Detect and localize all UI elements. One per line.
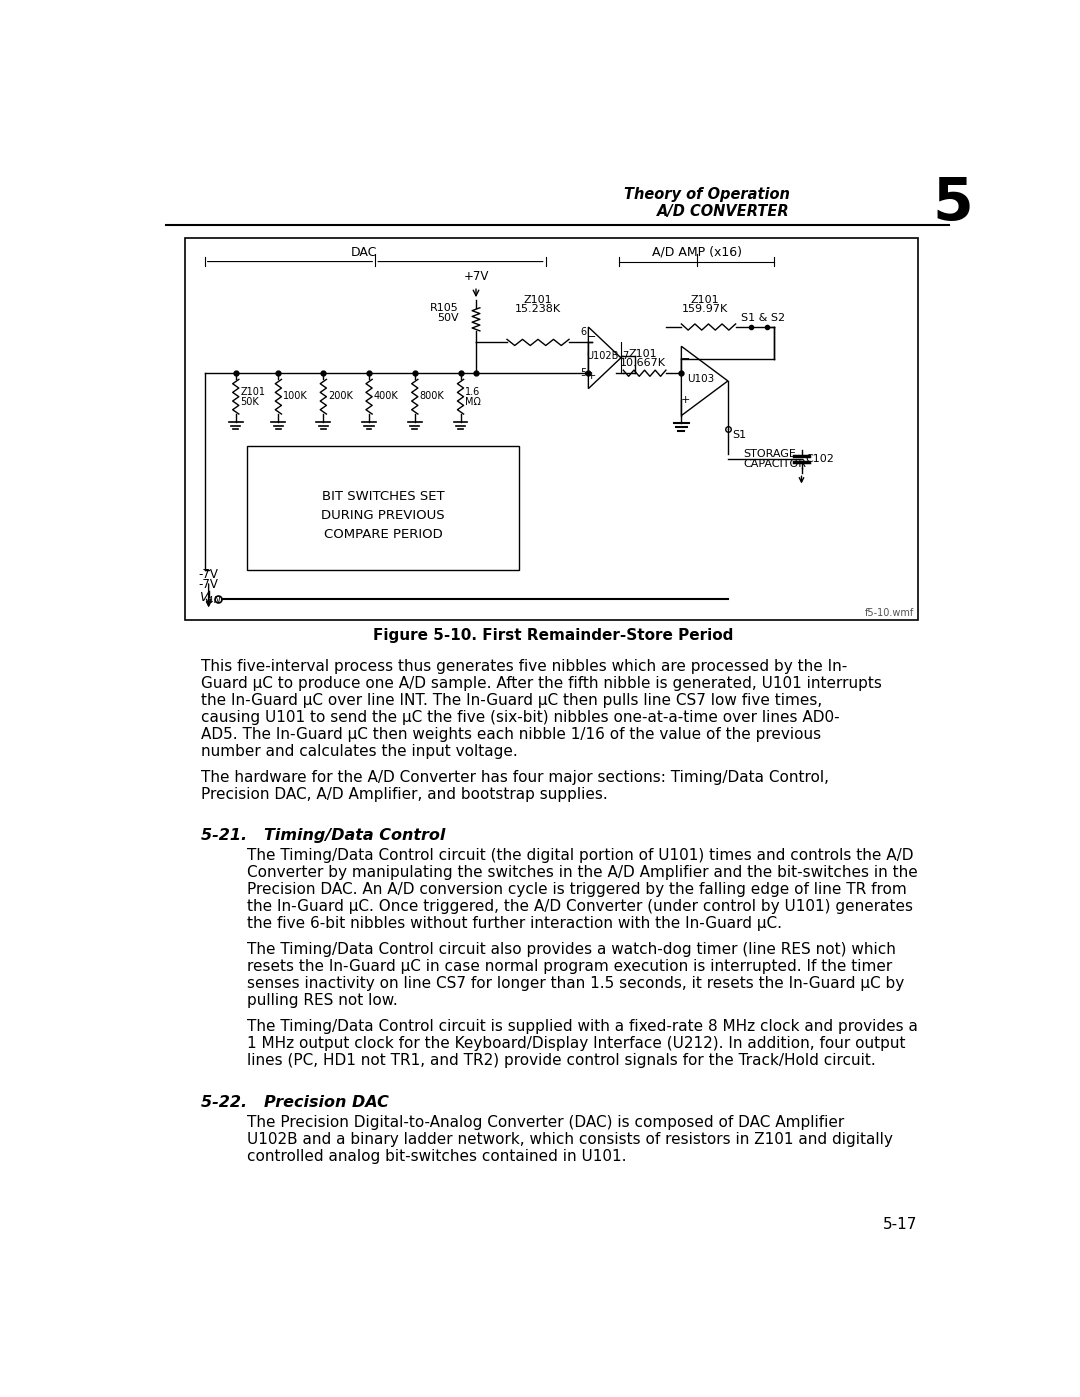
Text: Precision DAC. An A/D conversion cycle is triggered by the falling edge of line : Precision DAC. An A/D conversion cycle i… — [247, 882, 907, 897]
Text: controlled analog bit-switches contained in U101.: controlled analog bit-switches contained… — [247, 1148, 626, 1164]
Text: U102B and a binary ladder network, which consists of resistors in Z101 and digit: U102B and a binary ladder network, which… — [247, 1132, 893, 1147]
Text: The hardware for the A/D Converter has four major sections: Timing/Data Control,: The hardware for the A/D Converter has f… — [201, 770, 828, 785]
Text: pulling RES not low.: pulling RES not low. — [247, 993, 399, 1009]
Text: U103: U103 — [687, 374, 714, 384]
Text: 1 MHz output clock for the Keyboard/Display Interface (U212). In addition, four : 1 MHz output clock for the Keyboard/Disp… — [247, 1037, 906, 1051]
Text: 400K: 400K — [374, 391, 399, 401]
Text: AD5. The In-Guard μC then weights each nibble 1/16 of the value of the previous: AD5. The In-Guard μC then weights each n… — [201, 726, 821, 742]
Text: Figure 5-10. First Remainder-Store Period: Figure 5-10. First Remainder-Store Perio… — [374, 629, 733, 643]
Text: The Precision Digital-to-Analog Converter (DAC) is composed of DAC Amplifier: The Precision Digital-to-Analog Converte… — [247, 1115, 845, 1130]
Text: U102B: U102B — [586, 351, 619, 362]
Text: $V_{4N}$: $V_{4N}$ — [200, 591, 221, 606]
Text: BIT SWITCHES SET: BIT SWITCHES SET — [322, 490, 444, 503]
Text: 6: 6 — [580, 327, 586, 338]
Text: Z101: Z101 — [629, 349, 657, 359]
Text: The Timing/Data Control circuit is supplied with a fixed-rate 8 MHz clock and pr: The Timing/Data Control circuit is suppl… — [247, 1020, 918, 1034]
Text: 100K: 100K — [283, 391, 308, 401]
Text: DURING PREVIOUS: DURING PREVIOUS — [321, 509, 445, 522]
Text: number and calculates the input voltage.: number and calculates the input voltage. — [201, 743, 517, 759]
Text: MΩ: MΩ — [465, 397, 481, 407]
Text: Precision DAC, A/D Amplifier, and bootstrap supplies.: Precision DAC, A/D Amplifier, and bootst… — [201, 787, 608, 802]
Text: 5-21.   Timing/Data Control: 5-21. Timing/Data Control — [201, 828, 445, 844]
Text: 200K: 200K — [328, 391, 353, 401]
Text: lines (PC, HD1 not TR1, and TR2) provide control signals for the Track/Hold circ: lines (PC, HD1 not TR1, and TR2) provide… — [247, 1053, 876, 1069]
Text: +: + — [680, 395, 690, 405]
Text: COMPARE PERIOD: COMPARE PERIOD — [324, 528, 443, 542]
Text: A/D CONVERTER: A/D CONVERTER — [658, 204, 789, 219]
Text: Guard μC to produce one A/D sample. After the fifth nibble is generated, U101 in: Guard μC to produce one A/D sample. Afte… — [201, 676, 881, 692]
Text: Z101: Z101 — [241, 387, 266, 398]
Text: 50V: 50V — [437, 313, 459, 323]
Text: Z101: Z101 — [690, 295, 719, 305]
Text: CAPACITOR: CAPACITOR — [743, 460, 807, 469]
Text: −: − — [680, 355, 690, 365]
Text: f5-10.wmf: f5-10.wmf — [865, 608, 914, 617]
Text: -7V: -7V — [199, 569, 218, 581]
Text: 7: 7 — [622, 351, 629, 362]
Text: S1: S1 — [732, 430, 746, 440]
Text: The Timing/Data Control circuit also provides a watch-dog timer (line RES not) w: The Timing/Data Control circuit also pro… — [247, 942, 896, 957]
Text: causing U101 to send the μC the five (six-bit) nibbles one-at-a-time over lines : causing U101 to send the μC the five (si… — [201, 710, 839, 725]
Text: +7V: +7V — [463, 271, 488, 284]
Text: DAC: DAC — [350, 246, 377, 258]
Text: 10.667K: 10.667K — [620, 358, 665, 369]
Text: resets the In-Guard μC in case normal program execution is interrupted. If the t: resets the In-Guard μC in case normal pr… — [247, 960, 893, 974]
Text: R105: R105 — [430, 303, 459, 313]
Text: S1 & S2: S1 & S2 — [741, 313, 785, 323]
Text: 5-22.   Precision DAC: 5-22. Precision DAC — [201, 1095, 389, 1109]
Text: the In-Guard μC over line INT. The In-Guard μC then pulls line CS7 low five time: the In-Guard μC over line INT. The In-Gu… — [201, 693, 822, 708]
Text: +: + — [586, 370, 596, 380]
Text: STORAGE: STORAGE — [743, 448, 796, 460]
Text: Z101: Z101 — [524, 295, 552, 305]
Text: Converter by manipulating the switches in the A/D Amplifier and the bit-switches: Converter by manipulating the switches i… — [247, 865, 918, 880]
Text: 159.97K: 159.97K — [681, 305, 728, 314]
Text: the five 6-bit nibbles without further interaction with the In-Guard μC.: the five 6-bit nibbles without further i… — [247, 916, 782, 930]
Text: 5: 5 — [580, 369, 586, 379]
Text: senses inactivity on line CS7 for longer than 1.5 seconds, it resets the In-Guar: senses inactivity on line CS7 for longer… — [247, 977, 905, 990]
Text: The Timing/Data Control circuit (the digital portion of U101) times and controls: The Timing/Data Control circuit (the dig… — [247, 848, 914, 863]
Bar — [247, 447, 518, 570]
Text: 800K: 800K — [419, 391, 444, 401]
Text: 15.238K: 15.238K — [515, 305, 562, 314]
Text: C102: C102 — [806, 454, 834, 464]
Text: 1.6: 1.6 — [465, 387, 481, 398]
Text: This five-interval process thus generates five nibbles which are processed by th: This five-interval process thus generate… — [201, 659, 847, 673]
Text: -7V: -7V — [199, 578, 218, 591]
Text: 5: 5 — [932, 175, 973, 232]
Text: Theory of Operation: Theory of Operation — [624, 187, 789, 203]
Text: −: − — [586, 332, 596, 342]
Bar — [186, 239, 918, 620]
Text: 50K: 50K — [241, 397, 259, 407]
Text: 5-17: 5-17 — [883, 1217, 918, 1232]
Text: A/D AMP (x16): A/D AMP (x16) — [652, 246, 742, 258]
Text: the In-Guard μC. Once triggered, the A/D Converter (under control by U101) gener: the In-Guard μC. Once triggered, the A/D… — [247, 900, 914, 914]
